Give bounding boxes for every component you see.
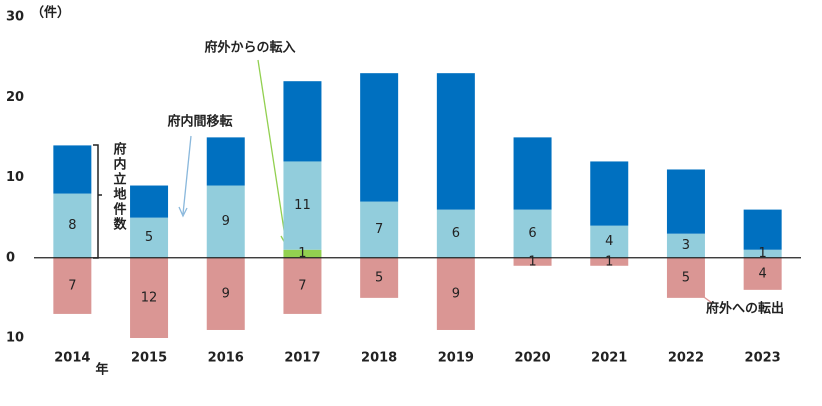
bar-segment — [666, 233, 705, 258]
y-tick-label: 10 — [6, 331, 24, 346]
bar-segment — [360, 201, 399, 258]
data-label: 9 — [452, 286, 460, 301]
y-tick-label: 0 — [6, 250, 15, 265]
series-label: 府内間移転 — [167, 114, 232, 130]
bar-segment — [436, 73, 475, 210]
plot-area — [53, 73, 782, 338]
x-tick-label: 2019 — [438, 351, 474, 366]
bar-segment — [666, 257, 705, 298]
x-tick-label: 2022 — [668, 351, 704, 366]
x-axis-label: 年 — [95, 362, 108, 378]
arrow — [257, 59, 287, 244]
series-label: 府外への転出 — [706, 301, 784, 317]
bar-segment — [743, 257, 782, 290]
bar-segment — [360, 73, 399, 202]
bar-segment — [436, 257, 475, 330]
x-tick-label: 2018 — [361, 351, 397, 366]
x-tick-label: 2014 — [54, 351, 90, 366]
arrow — [182, 135, 192, 215]
data-label: 5 — [682, 270, 690, 285]
bar-segment — [53, 145, 92, 194]
bracket-label: 府内立地件数 — [111, 141, 127, 232]
data-label: 6 — [452, 226, 460, 241]
x-tick-label: 2016 — [208, 351, 244, 366]
bar-segment — [283, 81, 322, 162]
data-label: 12 — [141, 290, 158, 305]
bar-segment — [743, 249, 782, 258]
bracket — [93, 144, 102, 259]
data-label: 7 — [68, 278, 76, 293]
data-label: 5 — [375, 270, 383, 285]
y-tick-label: 20 — [6, 90, 24, 105]
x-tick-label: 2015 — [131, 351, 167, 366]
bar-segment — [590, 257, 629, 266]
data-label: 4 — [605, 234, 613, 249]
bar-segment — [130, 217, 169, 258]
bar-segment — [130, 185, 169, 218]
arrow-head — [178, 206, 188, 218]
x-tick-label: 2020 — [514, 351, 550, 366]
bar-segment — [513, 209, 552, 258]
bar-segment — [283, 161, 322, 250]
bar-segment — [743, 209, 782, 250]
bar-segment — [206, 257, 245, 330]
bar-segment — [283, 257, 322, 314]
unit-label: （件） — [31, 5, 70, 21]
data-label: 4 — [759, 266, 767, 281]
bar-segment — [666, 169, 705, 234]
bar-segment — [283, 249, 322, 258]
bar-segment — [206, 185, 245, 258]
bar-segment — [436, 209, 475, 258]
x-tick-label: 2017 — [284, 351, 320, 366]
bar-segment — [53, 193, 92, 258]
series-label: 府外からの転入 — [204, 40, 295, 56]
bar-segment — [360, 257, 399, 298]
data-label: 3 — [682, 238, 690, 253]
data-label: 11 — [294, 198, 311, 213]
y-tick-label: 30 — [6, 10, 24, 25]
data-label: 8 — [68, 218, 76, 233]
data-label: 7 — [298, 278, 306, 293]
data-label: 1 — [759, 246, 767, 261]
data-label: 9 — [222, 214, 230, 229]
bar-segment — [206, 137, 245, 186]
bar-segment — [53, 257, 92, 314]
data-label: 5 — [145, 230, 153, 245]
data-label: 1 — [528, 254, 536, 269]
bar-segment — [130, 257, 169, 338]
data-label: 6 — [528, 226, 536, 241]
bar-segment — [513, 257, 552, 266]
x-tick-label: 2021 — [591, 351, 627, 366]
data-label: 1 — [605, 254, 613, 269]
bar-segment — [590, 225, 629, 258]
y-tick-label: 10 — [6, 170, 24, 185]
bar-segment — [513, 137, 552, 210]
data-label: 9 — [222, 286, 230, 301]
data-label: 7 — [375, 222, 383, 237]
x-tick-label: 2023 — [745, 351, 781, 366]
bar-segment — [590, 161, 629, 226]
data-label: 1 — [298, 246, 306, 261]
